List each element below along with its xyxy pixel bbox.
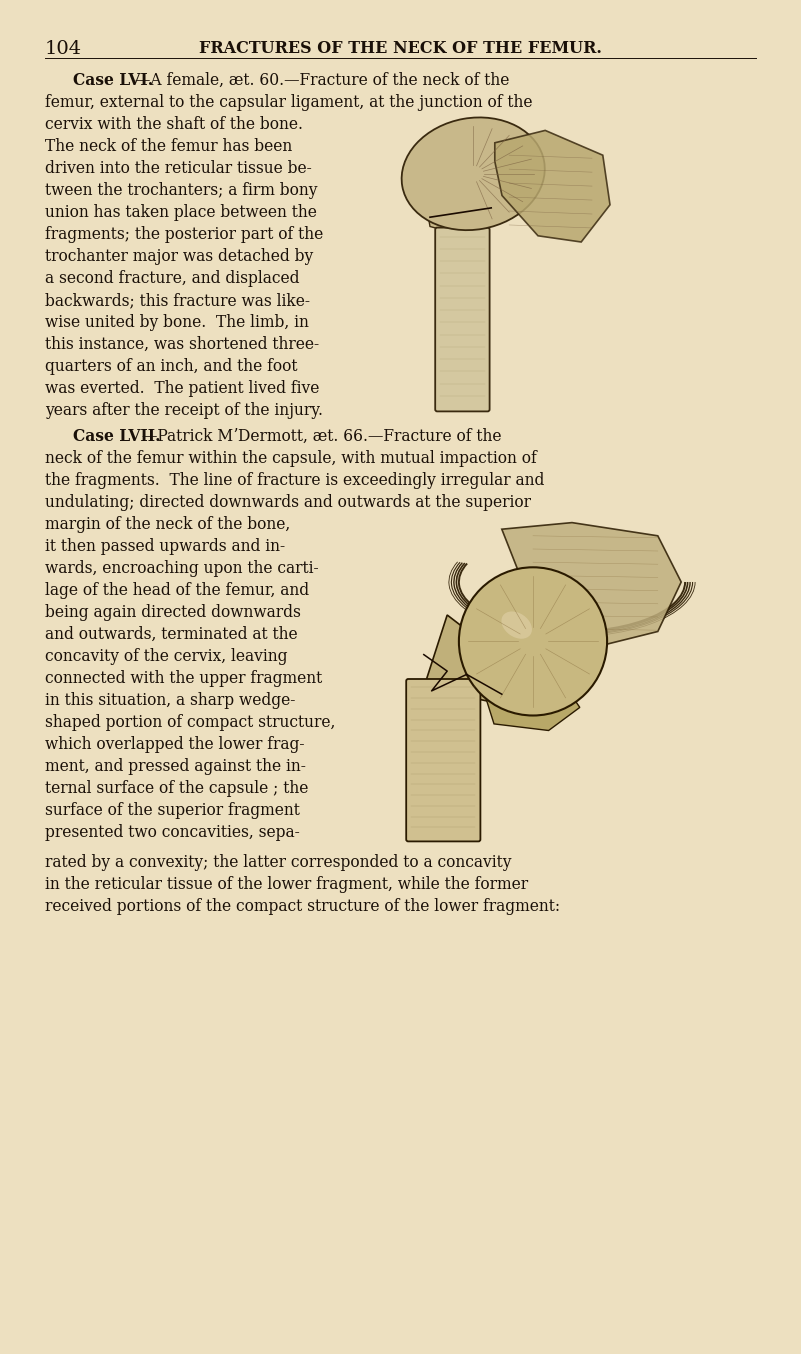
Text: ment, and pressed against the in-: ment, and pressed against the in- <box>45 758 306 774</box>
Text: FRACTURES OF THE NECK OF THE FEMUR.: FRACTURES OF THE NECK OF THE FEMUR. <box>199 41 602 57</box>
Ellipse shape <box>401 118 545 230</box>
Text: this instance, was shortened three-: this instance, was shortened three- <box>45 336 319 353</box>
Text: fragments; the posterior part of the: fragments; the posterior part of the <box>45 226 324 242</box>
Polygon shape <box>478 668 580 731</box>
Text: years after the receipt of the injury.: years after the receipt of the injury. <box>45 402 323 418</box>
Polygon shape <box>423 187 488 242</box>
Text: received portions of the compact structure of the lower fragment:: received portions of the compact structu… <box>45 898 560 915</box>
Circle shape <box>459 567 607 715</box>
Polygon shape <box>424 615 533 707</box>
Text: neck of the femur within the capsule, with mutual impaction of: neck of the femur within the capsule, wi… <box>45 450 537 467</box>
Text: 104: 104 <box>45 41 83 58</box>
Text: margin of the neck of the bone,: margin of the neck of the bone, <box>45 516 290 533</box>
Text: —A female, æt. 60.—Fracture of the neck of the: —A female, æt. 60.—Fracture of the neck … <box>135 72 510 89</box>
Text: driven into the reticular tissue be-: driven into the reticular tissue be- <box>45 160 312 177</box>
Text: ternal surface of the capsule ; the: ternal surface of the capsule ; the <box>45 780 308 798</box>
Text: quarters of an inch, and the foot: quarters of an inch, and the foot <box>45 357 297 375</box>
Ellipse shape <box>501 612 532 639</box>
Text: being again directed downwards: being again directed downwards <box>45 604 301 621</box>
Text: which overlapped the lower frag-: which overlapped the lower frag- <box>45 737 304 753</box>
FancyBboxPatch shape <box>406 678 481 841</box>
Text: wards, encroaching upon the carti-: wards, encroaching upon the carti- <box>45 561 319 577</box>
Text: a second fracture, and displaced: a second fracture, and displaced <box>45 269 300 287</box>
Text: the fragments.  The line of fracture is exceedingly irregular and: the fragments. The line of fracture is e… <box>45 473 545 489</box>
Text: was everted.  The patient lived five: was everted. The patient lived five <box>45 380 320 397</box>
Polygon shape <box>501 523 681 649</box>
Text: presented two concavities, sepa-: presented two concavities, sepa- <box>45 825 300 841</box>
Text: —Patrick MʼDermott, æt. 66.—Fracture of the: —Patrick MʼDermott, æt. 66.—Fracture of … <box>143 428 502 445</box>
Text: and outwards, terminated at the: and outwards, terminated at the <box>45 626 298 643</box>
Text: in this situation, a sharp wedge-: in this situation, a sharp wedge- <box>45 692 296 709</box>
Text: trochanter major was detached by: trochanter major was detached by <box>45 248 313 265</box>
Polygon shape <box>495 130 610 242</box>
Text: connected with the upper fragment: connected with the upper fragment <box>45 670 322 686</box>
Text: backwards; this fracture was like-: backwards; this fracture was like- <box>45 292 310 309</box>
Text: wise united by bone.  The limb, in: wise united by bone. The limb, in <box>45 314 309 330</box>
Text: The neck of the femur has been: The neck of the femur has been <box>45 138 292 154</box>
Text: union has taken place between the: union has taken place between the <box>45 204 317 221</box>
Text: it then passed upwards and in-: it then passed upwards and in- <box>45 538 285 555</box>
Text: femur, external to the capsular ligament, at the junction of the: femur, external to the capsular ligament… <box>45 93 533 111</box>
Text: concavity of the cervix, leaving: concavity of the cervix, leaving <box>45 649 288 665</box>
FancyBboxPatch shape <box>435 227 489 412</box>
Text: lage of the head of the femur, and: lage of the head of the femur, and <box>45 582 309 598</box>
Text: cervix with the shaft of the bone.: cervix with the shaft of the bone. <box>45 116 303 133</box>
Text: undulating; directed downwards and outwards at the superior: undulating; directed downwards and outwa… <box>45 494 531 510</box>
Text: rated by a convexity; the latter corresponded to a concavity: rated by a convexity; the latter corresp… <box>45 854 512 871</box>
Text: Case LVII.: Case LVII. <box>73 428 160 445</box>
Text: Case LVI.: Case LVI. <box>73 72 153 89</box>
Text: in the reticular tissue of the lower fragment, while the former: in the reticular tissue of the lower fra… <box>45 876 528 894</box>
Text: tween the trochanters; a firm bony: tween the trochanters; a firm bony <box>45 181 317 199</box>
Text: shaped portion of compact structure,: shaped portion of compact structure, <box>45 714 336 731</box>
Text: surface of the superior fragment: surface of the superior fragment <box>45 802 300 819</box>
